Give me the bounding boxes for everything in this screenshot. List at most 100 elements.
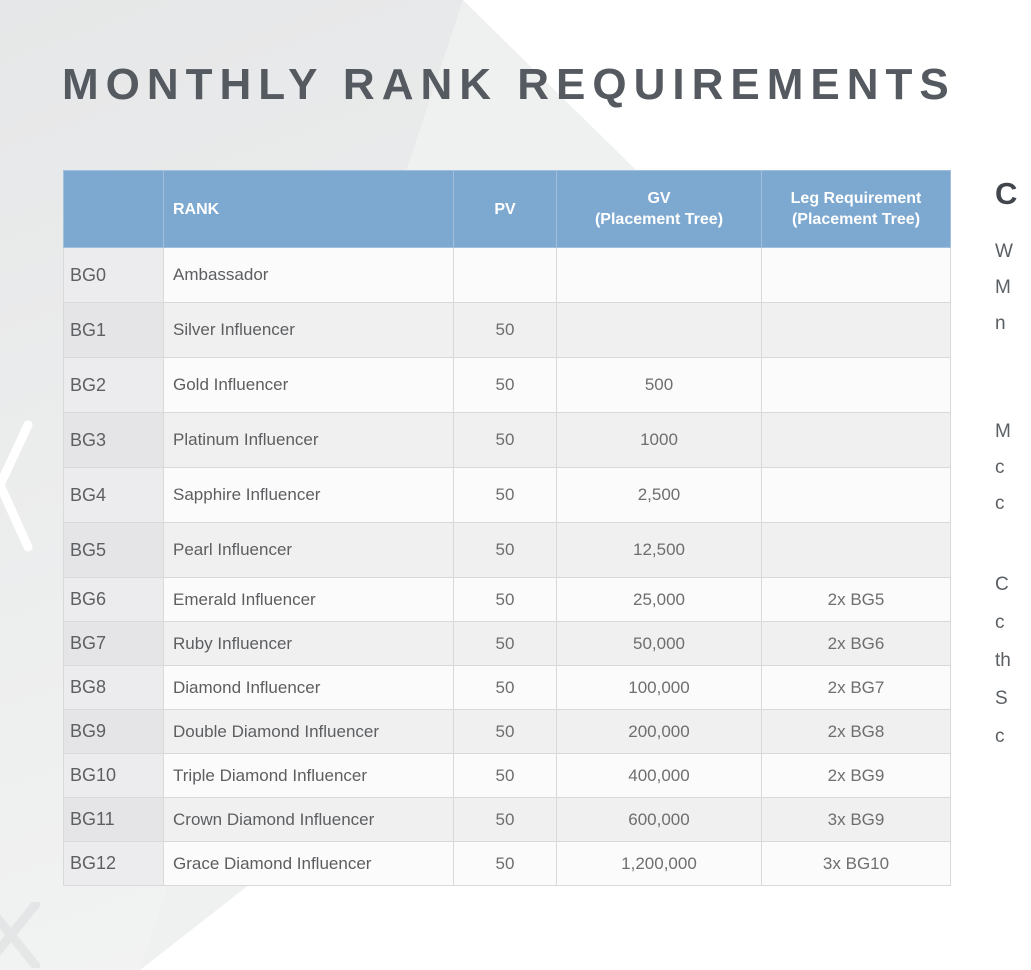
table-row: BG1 Silver Influencer 50: [63, 302, 951, 358]
pv-cell: 50: [453, 467, 557, 523]
table-row: BG4 Sapphire Influencer 50 2,500: [63, 467, 951, 523]
table-row: BG0 Ambassador: [63, 247, 951, 303]
pv-cell: 50: [453, 709, 557, 754]
rank-name-cell: Diamond Influencer: [163, 665, 454, 710]
table-row: BG10 Triple Diamond Influencer 50 400,00…: [63, 753, 951, 798]
side-text-line: c: [995, 457, 1005, 478]
side-text-line: C: [995, 574, 1009, 595]
side-text-line: M: [995, 277, 1011, 298]
pv-cell: 50: [453, 621, 557, 666]
rank-name-cell: Pearl Influencer: [163, 522, 454, 578]
gv-cell: 25,000: [556, 577, 762, 622]
leg-cell: 2x BG6: [761, 621, 951, 666]
col-header-pv: PV: [453, 170, 557, 248]
gv-cell: 1,200,000: [556, 841, 762, 886]
gv-cell: 400,000: [556, 753, 762, 798]
col-header-leg: Leg Requirement (Placement Tree): [761, 170, 951, 248]
leg-cell: 2x BG9: [761, 753, 951, 798]
side-text-line: c: [995, 726, 1005, 747]
pv-cell: 50: [453, 522, 557, 578]
page-title: MONTHLY RANK REQUIREMENTS: [62, 60, 956, 109]
pv-cell: 50: [453, 797, 557, 842]
rank-name-cell: Silver Influencer: [163, 302, 454, 358]
leg-cell: [761, 302, 951, 358]
rank-code-cell: BG1: [63, 302, 164, 358]
rank-name-cell: Gold Influencer: [163, 357, 454, 413]
gv-cell: 600,000: [556, 797, 762, 842]
rank-name-cell: Platinum Influencer: [163, 412, 454, 468]
table-header-row: RANK PV GV (Placement Tree) Leg Requirem…: [63, 170, 951, 248]
rank-code-cell: BG6: [63, 577, 164, 622]
leg-cell: 3x BG10: [761, 841, 951, 886]
side-paragraph-3: C c th S c: [995, 566, 1011, 756]
table-row: BG12 Grace Diamond Influencer 50 1,200,0…: [63, 841, 951, 886]
rank-code-cell: BG9: [63, 709, 164, 754]
table-row: BG2 Gold Influencer 50 500: [63, 357, 951, 413]
rank-code-cell: BG3: [63, 412, 164, 468]
pv-cell: 50: [453, 665, 557, 710]
rank-name-cell: Ambassador: [163, 247, 454, 303]
rank-code-cell: BG10: [63, 753, 164, 798]
rank-code-cell: BG0: [63, 247, 164, 303]
rank-code-cell: BG12: [63, 841, 164, 886]
rank-requirements-table: RANK PV GV (Placement Tree) Leg Requirem…: [63, 170, 951, 886]
gv-cell: 1000: [556, 412, 762, 468]
pv-cell: 50: [453, 357, 557, 413]
table-row: BG6 Emerald Influencer 50 25,000 2x BG5: [63, 577, 951, 622]
pv-cell: 50: [453, 577, 557, 622]
gv-cell: 100,000: [556, 665, 762, 710]
side-text-line: n: [995, 313, 1006, 334]
col-header-rank: RANK: [163, 170, 454, 248]
leg-cell: 2x BG7: [761, 665, 951, 710]
col-header-code: [63, 170, 164, 248]
rank-name-cell: Ruby Influencer: [163, 621, 454, 666]
rank-code-cell: BG5: [63, 522, 164, 578]
side-text-line: th: [995, 650, 1011, 671]
leg-cell: [761, 247, 951, 303]
side-text-line: M: [995, 421, 1011, 442]
pv-cell: 50: [453, 412, 557, 468]
gv-cell: 50,000: [556, 621, 762, 666]
pv-cell: 50: [453, 753, 557, 798]
gv-cell: 200,000: [556, 709, 762, 754]
table-row: BG3 Platinum Influencer 50 1000: [63, 412, 951, 468]
gv-cell: 500: [556, 357, 762, 413]
leg-cell: 2x BG8: [761, 709, 951, 754]
chevron-left-icon[interactable]: [0, 413, 38, 558]
rank-code-cell: BG7: [63, 621, 164, 666]
table-row: BG5 Pearl Influencer 50 12,500: [63, 522, 951, 578]
gv-cell: 12,500: [556, 522, 762, 578]
table-row: BG8 Diamond Influencer 50 100,000 2x BG7: [63, 665, 951, 710]
faint-x-decoration-icon: [0, 902, 40, 968]
rank-code-cell: BG2: [63, 357, 164, 413]
rank-name-cell: Crown Diamond Influencer: [163, 797, 454, 842]
pv-cell: [453, 247, 557, 303]
leg-cell: [761, 467, 951, 523]
gv-cell: 2,500: [556, 467, 762, 523]
side-paragraph-2: M c c: [995, 414, 1011, 522]
table-row: BG7 Ruby Influencer 50 50,000 2x BG6: [63, 621, 951, 666]
pv-cell: 50: [453, 302, 557, 358]
leg-cell: [761, 357, 951, 413]
rank-name-cell: Triple Diamond Influencer: [163, 753, 454, 798]
leg-cell: 2x BG5: [761, 577, 951, 622]
rank-code-cell: BG11: [63, 797, 164, 842]
pv-cell: 50: [453, 841, 557, 886]
side-text-line: c: [995, 612, 1005, 633]
rank-name-cell: Emerald Influencer: [163, 577, 454, 622]
gv-cell: [556, 302, 762, 358]
leg-cell: 3x BG9: [761, 797, 951, 842]
col-header-gv: GV (Placement Tree): [556, 170, 762, 248]
side-paragraph-1: W M n: [995, 234, 1013, 342]
rank-name-cell: Double Diamond Influencer: [163, 709, 454, 754]
side-heading-fragment: C: [995, 176, 1018, 211]
leg-cell: [761, 522, 951, 578]
side-text-line: S: [995, 688, 1008, 709]
gv-cell: [556, 247, 762, 303]
side-text-line: c: [995, 493, 1005, 514]
rank-name-cell: Sapphire Influencer: [163, 467, 454, 523]
side-text-line: W: [995, 241, 1013, 262]
rank-code-cell: BG4: [63, 467, 164, 523]
table-row: BG11 Crown Diamond Influencer 50 600,000…: [63, 797, 951, 842]
